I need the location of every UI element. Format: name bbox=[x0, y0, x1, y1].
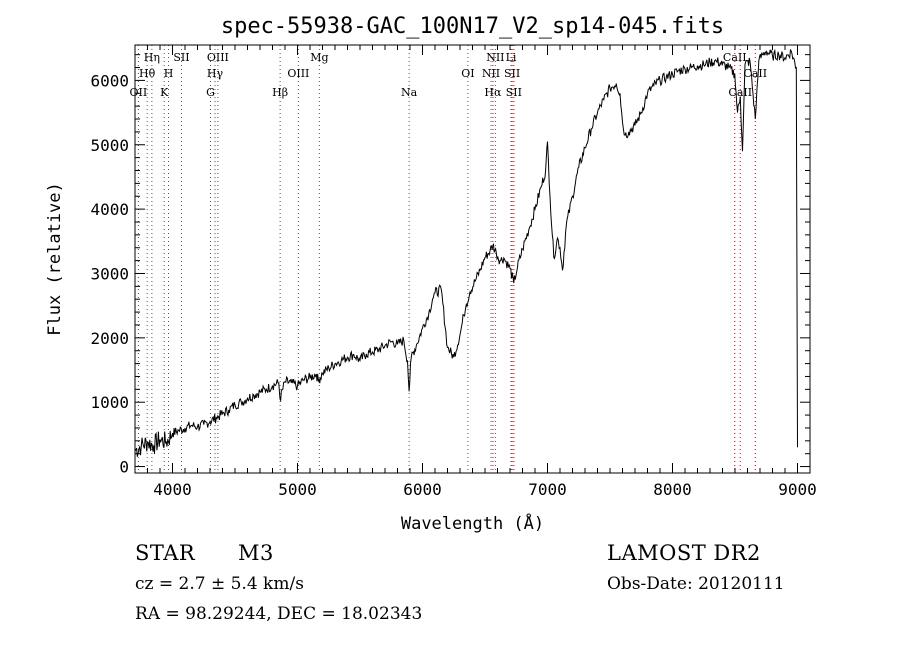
y-tick-label: 4000 bbox=[90, 200, 129, 219]
spectral-line-label: NII bbox=[482, 67, 500, 80]
y-tick-label: 6000 bbox=[90, 71, 129, 90]
spectrum-chart: spec-55938-GAC_100N17_V2_sp14-045.fits Hη… bbox=[45, 14, 817, 534]
spectral-line-label: OI bbox=[461, 67, 474, 80]
object-subclass: M3 bbox=[238, 541, 274, 565]
x-tick-label: 5000 bbox=[278, 480, 317, 499]
survey-name: LAMOST DR2 bbox=[607, 541, 761, 565]
spectral-line-label: G bbox=[206, 86, 215, 99]
spectral-line-label: Li bbox=[506, 51, 517, 64]
spectral-line-label: SII bbox=[173, 51, 189, 64]
x-tick-label: 6000 bbox=[403, 480, 442, 499]
spectral-line-label: Hθ bbox=[139, 67, 156, 80]
spectral-line-label: CaII bbox=[723, 51, 747, 64]
x-tick-label: 7000 bbox=[528, 480, 567, 499]
x-tick-label: 9000 bbox=[778, 480, 817, 499]
spectral-line-label: Mg bbox=[310, 51, 328, 64]
spectral-line-label: Hα bbox=[484, 86, 502, 99]
chart-title: spec-55938-GAC_100N17_V2_sp14-045.fits bbox=[221, 14, 724, 39]
x-tick-label: 8000 bbox=[653, 480, 692, 499]
coordinates: RA = 98.29244, DEC = 18.02343 bbox=[135, 604, 423, 624]
spectral-line-label: Na bbox=[401, 86, 418, 99]
spectral-line-label: CaII bbox=[728, 86, 752, 99]
spectral-line-label: Hγ bbox=[207, 67, 224, 80]
spectral-line-label: NII bbox=[486, 51, 504, 64]
x-tick-label: 4000 bbox=[153, 480, 192, 499]
y-tick-label: 5000 bbox=[90, 136, 129, 155]
y-tick-label: 1000 bbox=[90, 393, 129, 412]
y-axis-label: Flux (relative) bbox=[45, 182, 65, 336]
observation-date: Obs-Date: 20120111 bbox=[607, 574, 785, 594]
spectral-line-label: SII bbox=[506, 86, 522, 99]
spectral-line-label: Hβ bbox=[272, 86, 288, 99]
y-tick-label: 0 bbox=[119, 458, 129, 477]
spectral-line-label: CaII bbox=[743, 67, 767, 80]
spectral-line-label: SII bbox=[504, 67, 520, 80]
spectral-line-label: OIII bbox=[207, 51, 229, 64]
x-axis-label: Wavelength (Å) bbox=[401, 512, 544, 534]
spectral-line-label: Hη bbox=[144, 51, 160, 64]
y-tick-label: 3000 bbox=[90, 264, 129, 283]
spectrum-line bbox=[135, 48, 798, 457]
spectral-line-label: K bbox=[160, 86, 169, 99]
spectral-line-label: H bbox=[164, 67, 174, 80]
spectral-line-label: OIII bbox=[287, 67, 309, 80]
y-tick-label: 2000 bbox=[90, 329, 129, 348]
redshift-cz: cz = 2.7 ± 5.4 km/s bbox=[135, 574, 304, 594]
spectral-line-label: OII bbox=[130, 86, 148, 99]
object-class: STAR bbox=[135, 541, 196, 565]
